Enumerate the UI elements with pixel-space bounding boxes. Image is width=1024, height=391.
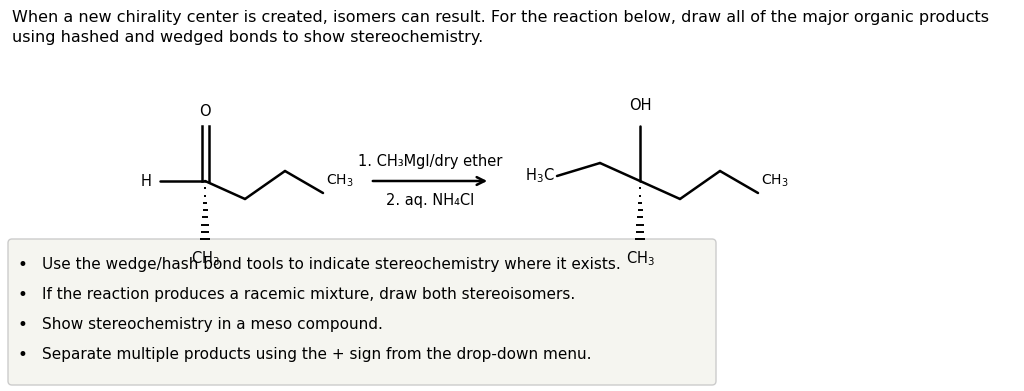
Text: If the reaction produces a racemic mixture, draw both stereoisomers.: If the reaction produces a racemic mixtu…	[42, 287, 575, 303]
Text: H: H	[141, 174, 152, 188]
Text: •: •	[17, 256, 27, 274]
Text: CH$_3$: CH$_3$	[190, 249, 219, 268]
Text: Show stereochemistry in a meso compound.: Show stereochemistry in a meso compound.	[42, 317, 383, 332]
FancyBboxPatch shape	[8, 239, 716, 385]
Text: •: •	[17, 346, 27, 364]
Text: When a new chirality center is created, isomers can result. For the reaction bel: When a new chirality center is created, …	[12, 10, 989, 45]
Text: 2. aq. NH₄Cl: 2. aq. NH₄Cl	[386, 193, 474, 208]
Text: CH$_3$: CH$_3$	[761, 172, 788, 189]
Text: CH$_3$: CH$_3$	[326, 172, 353, 189]
Text: •: •	[17, 316, 27, 334]
Text: Use the wedge/hash bond tools to indicate stereochemistry where it exists.: Use the wedge/hash bond tools to indicat…	[42, 258, 621, 273]
Text: H$_3$C: H$_3$C	[525, 167, 555, 185]
Text: OH: OH	[629, 98, 651, 113]
Text: •: •	[17, 286, 27, 304]
Text: CH$_3$: CH$_3$	[626, 249, 654, 268]
Text: Separate multiple products using the + sign from the drop-down menu.: Separate multiple products using the + s…	[42, 348, 592, 362]
Text: 1. CH₃MgI/dry ether: 1. CH₃MgI/dry ether	[357, 154, 502, 169]
Text: O: O	[200, 104, 211, 120]
